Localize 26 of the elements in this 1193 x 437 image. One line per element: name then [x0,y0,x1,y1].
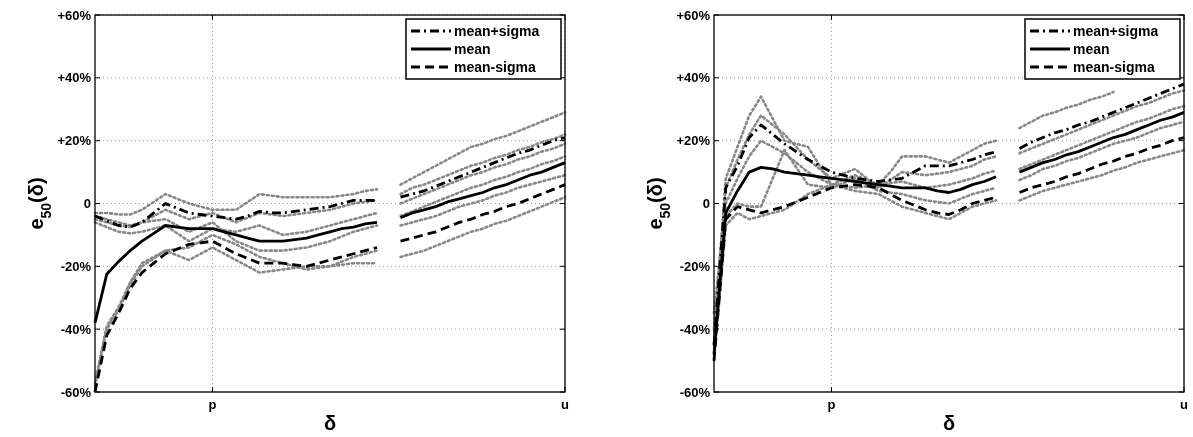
y-tick-label: -40% [679,321,711,337]
y-tick-label: 0 [83,196,91,212]
y-tick-label: +20% [676,133,711,149]
legend-label: mean+sigma [1073,22,1159,39]
y-tick-label: -20% [60,258,92,274]
x-tick-label: p [208,397,217,412]
y-tick-label: -20% [679,258,711,274]
legend-label: mean [454,40,491,57]
x-tick-label: u [561,397,570,412]
y-tick-label: -40% [60,321,92,337]
y-tick-label: +20% [57,133,92,149]
y-tick-label: -60% [60,384,92,400]
legend-label: mean-sigma [1073,58,1155,75]
legend-label: mean-sigma [454,58,536,75]
y-tick-label: +40% [57,70,92,86]
y-tick-label: -60% [679,384,711,400]
x-tick-label: u [1180,397,1189,412]
x-axis-title: δ [942,412,956,434]
y-tick-label: +60% [676,7,711,23]
y-tick-label: +40% [676,70,711,86]
x-axis-title: δ [323,412,337,434]
legend-label: mean+sigma [454,22,540,39]
y-tick-label: +60% [57,7,92,23]
y-tick-label: 0 [702,196,710,212]
x-tick-label: p [827,397,836,412]
legend-label: mean [1073,40,1110,57]
